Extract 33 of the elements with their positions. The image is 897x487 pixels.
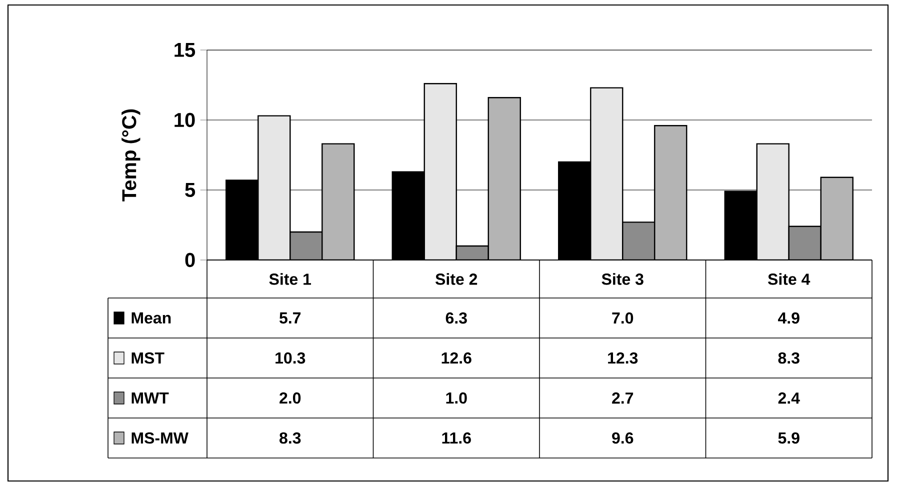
legend-label: MS-MW bbox=[132, 432, 188, 444]
bar bbox=[456, 246, 488, 260]
y-tick-label: 15 bbox=[174, 43, 196, 57]
data-label: 2.4 bbox=[778, 392, 800, 404]
data-label: 8.3 bbox=[778, 352, 800, 364]
bar bbox=[622, 222, 656, 260]
data-label: 5.9 bbox=[778, 432, 800, 444]
legend-label: MWT bbox=[132, 392, 169, 404]
data-label: 10.3 bbox=[276, 352, 306, 364]
data-label: 12.3 bbox=[608, 352, 638, 364]
y-tick-label: 10 bbox=[174, 112, 195, 128]
data-label: 12.6 bbox=[442, 352, 472, 364]
data-label: 6.3 bbox=[446, 312, 467, 324]
data-label: 1.0 bbox=[446, 392, 467, 404]
bar bbox=[290, 231, 323, 260]
y-tick-label: 5 bbox=[185, 183, 196, 197]
data-label: 11.6 bbox=[442, 432, 471, 444]
x-tick-label: Site 3 bbox=[602, 273, 644, 285]
data-label: 2.7 bbox=[612, 392, 634, 404]
legend-label: MST bbox=[132, 352, 164, 364]
x-tick-label: Site 2 bbox=[435, 273, 478, 285]
bar bbox=[788, 226, 822, 260]
data-label: 7.0 bbox=[612, 312, 634, 324]
x-tick-label: Site 4 bbox=[768, 273, 810, 285]
y-tick-label: 0 bbox=[185, 252, 195, 268]
data-label: 4.9 bbox=[778, 312, 800, 324]
data-label: 5.7 bbox=[280, 312, 301, 324]
data-label: 2.0 bbox=[280, 392, 301, 404]
data-label: 9.6 bbox=[612, 432, 634, 444]
y-axis-title: Temp (°C) bbox=[122, 109, 140, 202]
x-tick-label: Site 1 bbox=[269, 273, 312, 285]
legend-label: Mean bbox=[132, 312, 171, 324]
data-label: 8.3 bbox=[280, 432, 301, 444]
